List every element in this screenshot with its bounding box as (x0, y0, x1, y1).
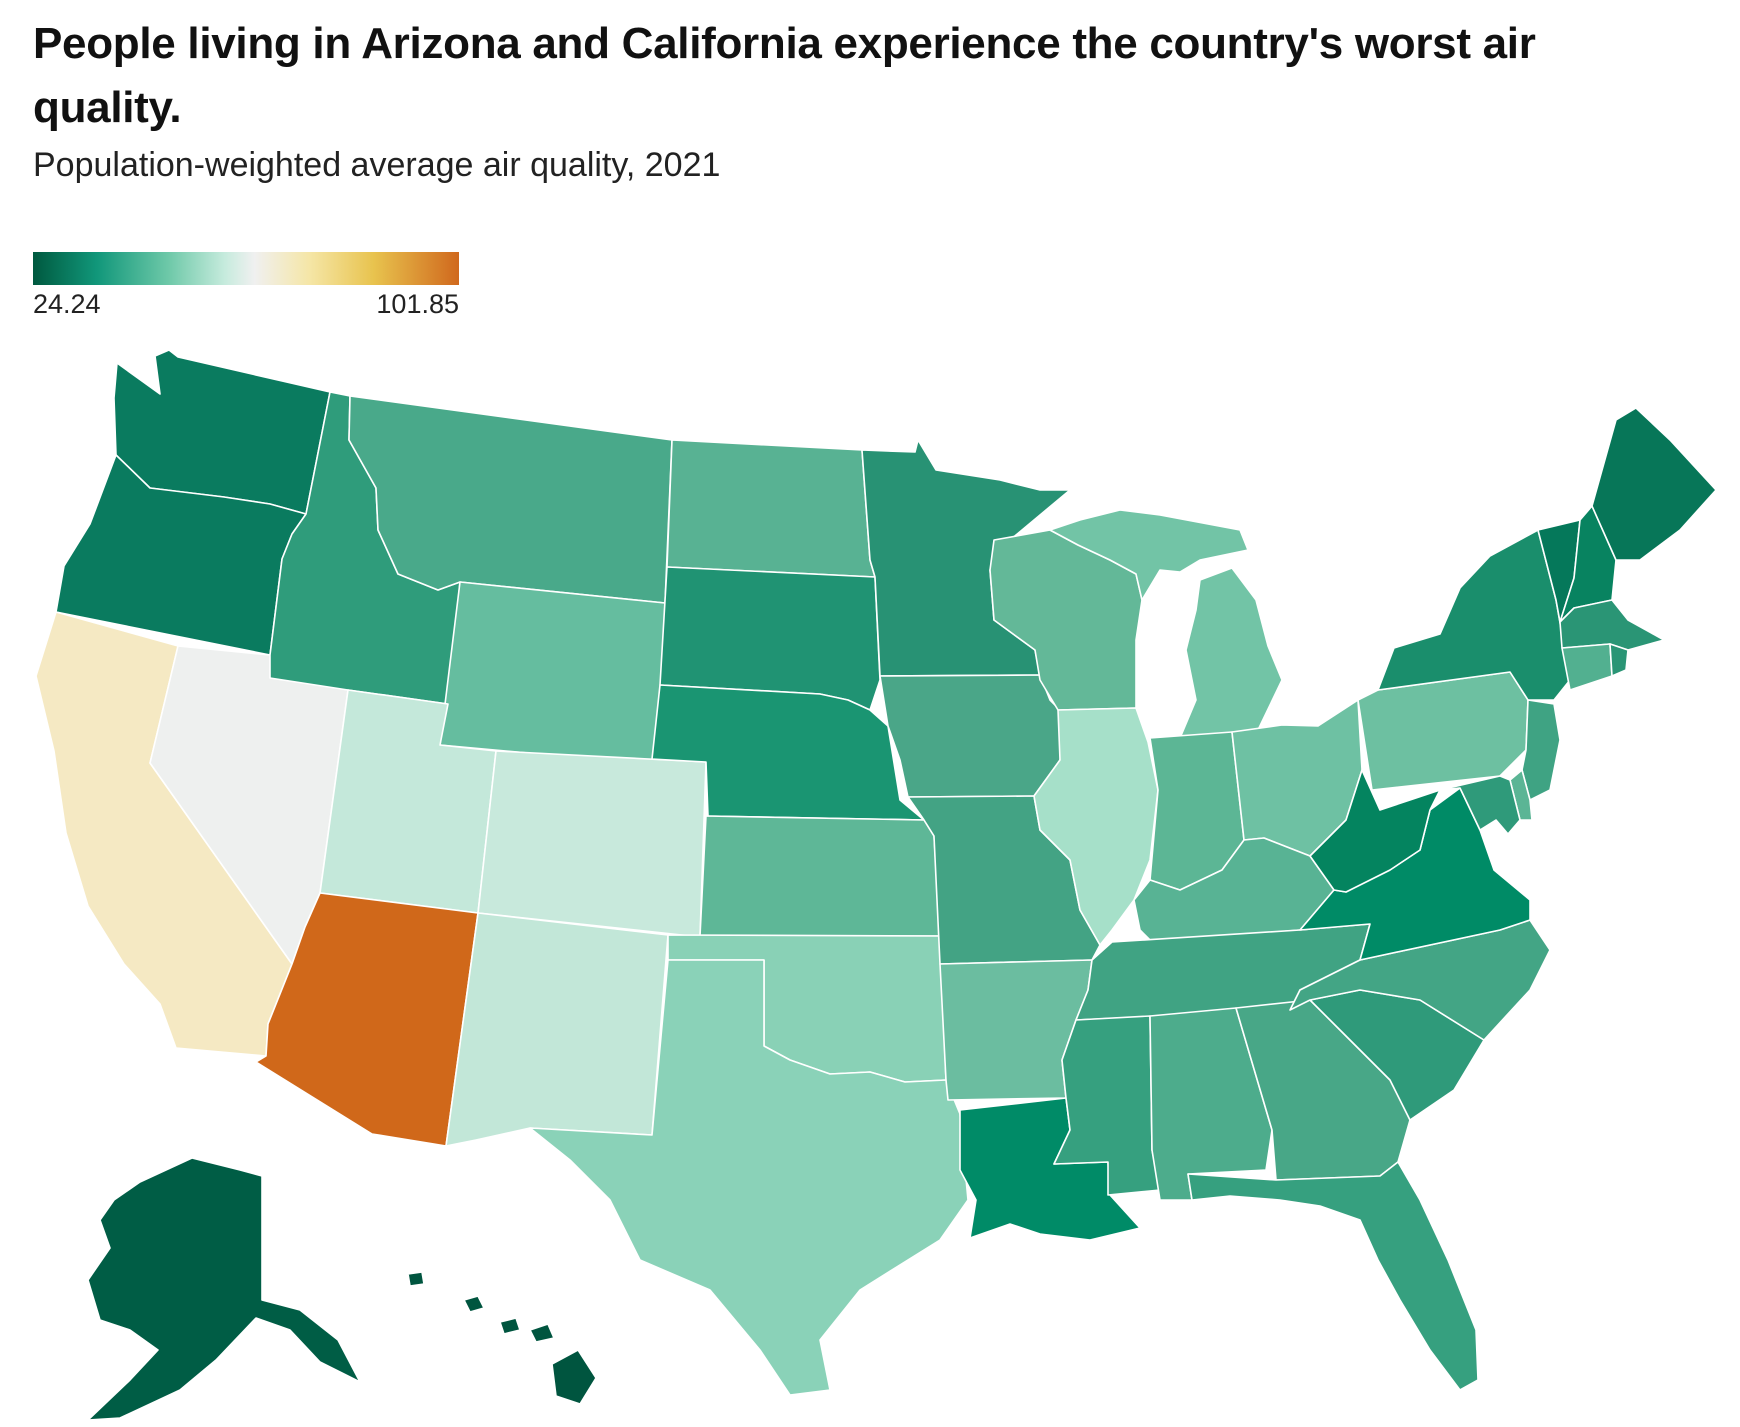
state-fl[interactable] (1187, 1161, 1479, 1391)
us-choropleth-map (35, 349, 1717, 1420)
state-nj[interactable] (1521, 699, 1561, 801)
state-ny[interactable] (1377, 529, 1571, 701)
state-ma[interactable] (1559, 599, 1665, 651)
state-ks[interactable] (699, 815, 941, 937)
state-ct[interactable] (1561, 643, 1613, 691)
states-layer (35, 349, 1717, 1420)
state-ri[interactable] (1609, 643, 1629, 677)
state-hi[interactable] (407, 1271, 597, 1405)
state-ia[interactable] (879, 674, 1071, 798)
legend-min-label: 24.24 (33, 289, 101, 319)
state-wy[interactable] (439, 581, 666, 766)
state-md[interactable] (1439, 775, 1521, 835)
state-me[interactable] (1591, 407, 1717, 561)
state-il[interactable] (1033, 707, 1159, 946)
legend-gradient-bar (33, 252, 459, 285)
state-tx[interactable] (529, 959, 969, 1396)
state-ak[interactable] (87, 1157, 361, 1420)
state-nm[interactable] (445, 912, 669, 1147)
legend-max-label: 101.85 (376, 289, 459, 319)
chart-title: People living in Arizona and California … (33, 19, 1536, 132)
chart-subtitle: Population-weighted average air quality,… (33, 146, 721, 184)
state-ne[interactable] (651, 684, 925, 821)
legend-labels: 24.24 101.85 (33, 285, 459, 319)
state-mt[interactable] (348, 395, 673, 604)
state-co[interactable] (477, 750, 707, 938)
state-nd[interactable] (666, 439, 876, 578)
color-legend: 24.24 101.85 (33, 252, 459, 319)
state-wv[interactable] (1309, 769, 1441, 893)
